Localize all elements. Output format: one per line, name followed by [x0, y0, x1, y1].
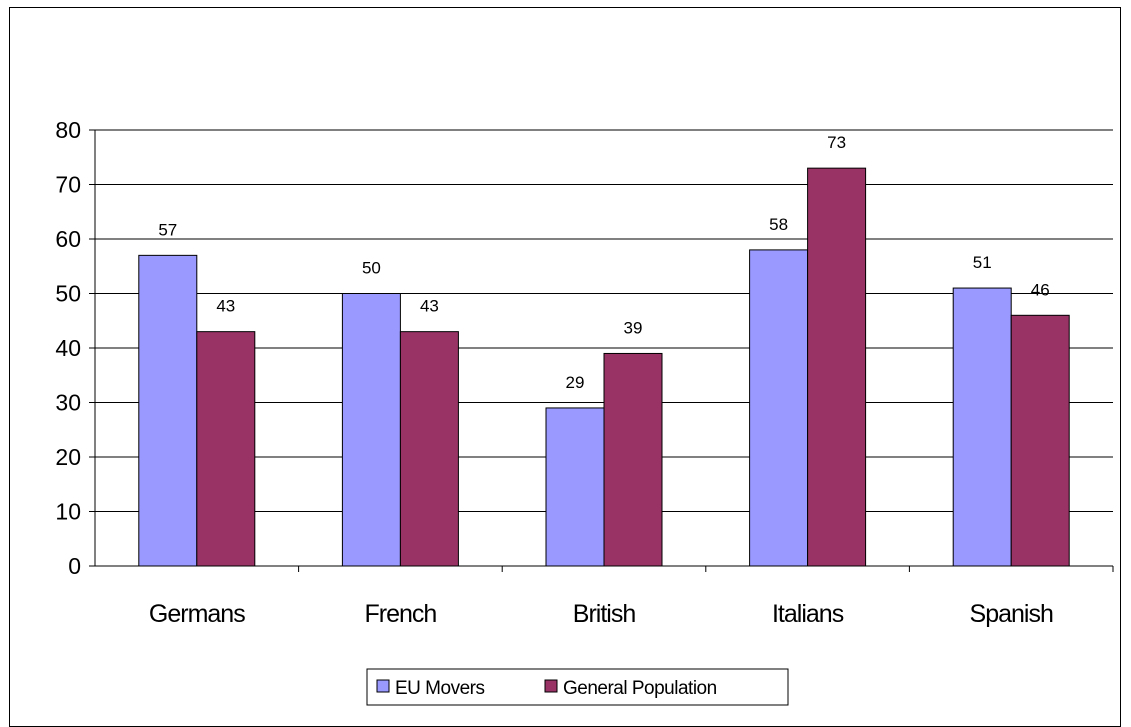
y-tick-label: 20	[55, 444, 81, 470]
y-tick-label: 40	[55, 335, 81, 361]
bars	[138, 167, 1070, 567]
legend-label: EU Movers	[395, 678, 484, 699]
data-label: 73	[827, 133, 846, 152]
legend: EU Movers General Population	[366, 668, 789, 706]
data-labels: 57 43 50 43 29 39 58 73 51 46	[158, 133, 1049, 392]
data-label: 43	[216, 297, 235, 316]
x-tick-label: French	[364, 600, 436, 628]
data-label: 39	[624, 318, 643, 337]
legend-swatch	[376, 679, 390, 693]
y-tick-label: 10	[55, 499, 81, 525]
bar-chart: 0 10 20 30 40 50 60 70 80 57 43 50 43 29 39 58 73 51 46 G…	[55, 117, 1114, 706]
data-label: 43	[420, 297, 439, 316]
y-tick-label: 30	[55, 390, 81, 416]
data-label: 57	[158, 220, 177, 239]
x-tick-label: British	[573, 600, 636, 628]
y-tick-label: 0	[68, 553, 81, 579]
bar-eu-movers	[138, 254, 198, 567]
x-axis: Germans French British Italians Spanish	[95, 565, 1114, 628]
bar-eu-movers	[749, 249, 809, 567]
y-axis: 0 10 20 30 40 50 60 70 80	[55, 117, 96, 579]
legend-swatch	[544, 679, 558, 693]
bar-general-population	[399, 331, 459, 567]
bar-eu-movers	[341, 293, 401, 567]
data-label: 51	[973, 253, 992, 272]
data-label: 29	[566, 373, 585, 392]
bar-eu-movers	[545, 407, 605, 567]
gridlines	[95, 129, 1113, 512]
data-label: 50	[362, 259, 381, 278]
legend-box	[366, 668, 789, 706]
data-label: 58	[769, 215, 788, 234]
legend-label: General Population	[563, 678, 717, 699]
bar-general-population	[603, 352, 663, 567]
x-tick-label: Spanish	[970, 600, 1053, 628]
x-tick-label: Italians	[772, 600, 844, 628]
y-tick-label: 50	[55, 281, 81, 307]
y-tick-label: 70	[55, 172, 81, 198]
data-label: 46	[1031, 280, 1050, 299]
y-tick-label: 80	[55, 117, 81, 143]
y-tick-label: 60	[55, 226, 81, 252]
x-tick-label: Germans	[149, 600, 245, 628]
bar-general-population	[1010, 314, 1070, 567]
bar-general-population	[196, 331, 256, 567]
bar-general-population	[807, 167, 867, 567]
bar-eu-movers	[952, 287, 1012, 567]
